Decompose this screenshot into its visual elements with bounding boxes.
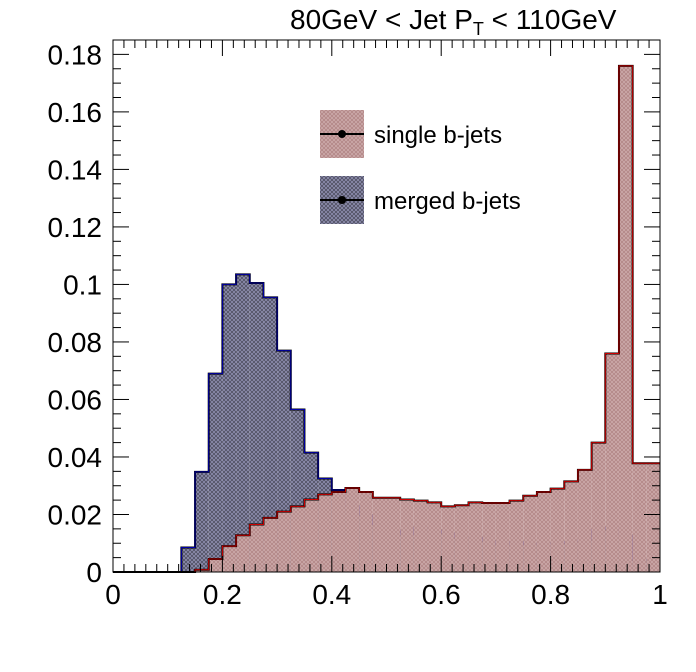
y-tick-label: 0.14 xyxy=(48,154,103,185)
histogram-bar xyxy=(523,495,537,572)
x-tick-label: 0 xyxy=(105,579,121,610)
histogram-bar xyxy=(646,463,660,572)
histogram-bar xyxy=(249,282,264,572)
histogram-bar xyxy=(236,535,250,572)
histogram-bar xyxy=(632,463,647,572)
y-tick-label: 0.18 xyxy=(48,39,103,70)
histogram-bar xyxy=(222,546,237,572)
histogram-bar xyxy=(222,284,237,572)
x-tick-label: 0.6 xyxy=(422,579,461,610)
legend-marker xyxy=(338,196,346,204)
histogram-bar xyxy=(413,500,428,572)
histogram-bar xyxy=(263,297,278,572)
histogram-bar xyxy=(236,274,250,572)
legend-label: merged b-jets xyxy=(374,188,521,215)
histogram-bar xyxy=(195,471,209,572)
histogram-bar xyxy=(386,497,401,572)
y-tick-label: 0.02 xyxy=(48,499,103,530)
legend-label: single b-jets xyxy=(374,122,502,149)
histogram-bar xyxy=(495,502,510,572)
legend-marker xyxy=(338,130,346,138)
y-tick-label: 0.12 xyxy=(48,212,103,243)
histogram-bar xyxy=(400,499,414,572)
histogram-bar xyxy=(249,524,264,572)
series-line xyxy=(113,65,660,573)
histogram-bar xyxy=(454,505,469,572)
histogram-bar xyxy=(482,502,496,572)
histogram-bar xyxy=(331,492,346,572)
y-tick-label: 0.06 xyxy=(48,384,103,415)
x-tick-label: 0.2 xyxy=(203,579,242,610)
histogram-bar xyxy=(618,65,633,573)
x-tick-label: 0.4 xyxy=(312,579,351,610)
histogram-bar xyxy=(509,500,524,572)
histogram-bar xyxy=(208,373,223,572)
histogram-bar xyxy=(550,488,565,572)
histogram-bar xyxy=(605,353,619,572)
histogram-bar xyxy=(277,511,291,572)
histogram-bar xyxy=(427,502,442,572)
x-tick-label: 1 xyxy=(652,579,668,610)
histogram-bar xyxy=(564,481,578,572)
histogram-bar xyxy=(318,494,332,572)
y-tick-label: 0.08 xyxy=(48,327,103,358)
y-tick-label: 0.16 xyxy=(48,97,103,128)
histogram-bar xyxy=(359,492,373,572)
histogram-bar xyxy=(345,488,360,572)
chart-title: 80GeV < Jet PT < 110GeV xyxy=(290,4,617,39)
y-tick-label: 0.1 xyxy=(63,269,102,300)
histogram-bar xyxy=(536,492,551,572)
y-tick-label: 0 xyxy=(86,557,102,588)
histogram-bar xyxy=(591,442,606,572)
histogram-bar xyxy=(372,497,387,572)
histogram-bar xyxy=(290,506,305,572)
histogram-bar xyxy=(195,569,209,572)
histogram-bar xyxy=(208,559,223,572)
histogram-bar xyxy=(577,469,592,572)
histogram-bar xyxy=(468,502,483,572)
histogram-bar xyxy=(263,517,278,572)
histogram-bar xyxy=(181,547,196,572)
histogram-bar xyxy=(441,506,455,572)
x-tick-label: 0.8 xyxy=(531,579,570,610)
y-tick-label: 0.04 xyxy=(48,442,103,473)
histogram-bar xyxy=(304,499,319,572)
